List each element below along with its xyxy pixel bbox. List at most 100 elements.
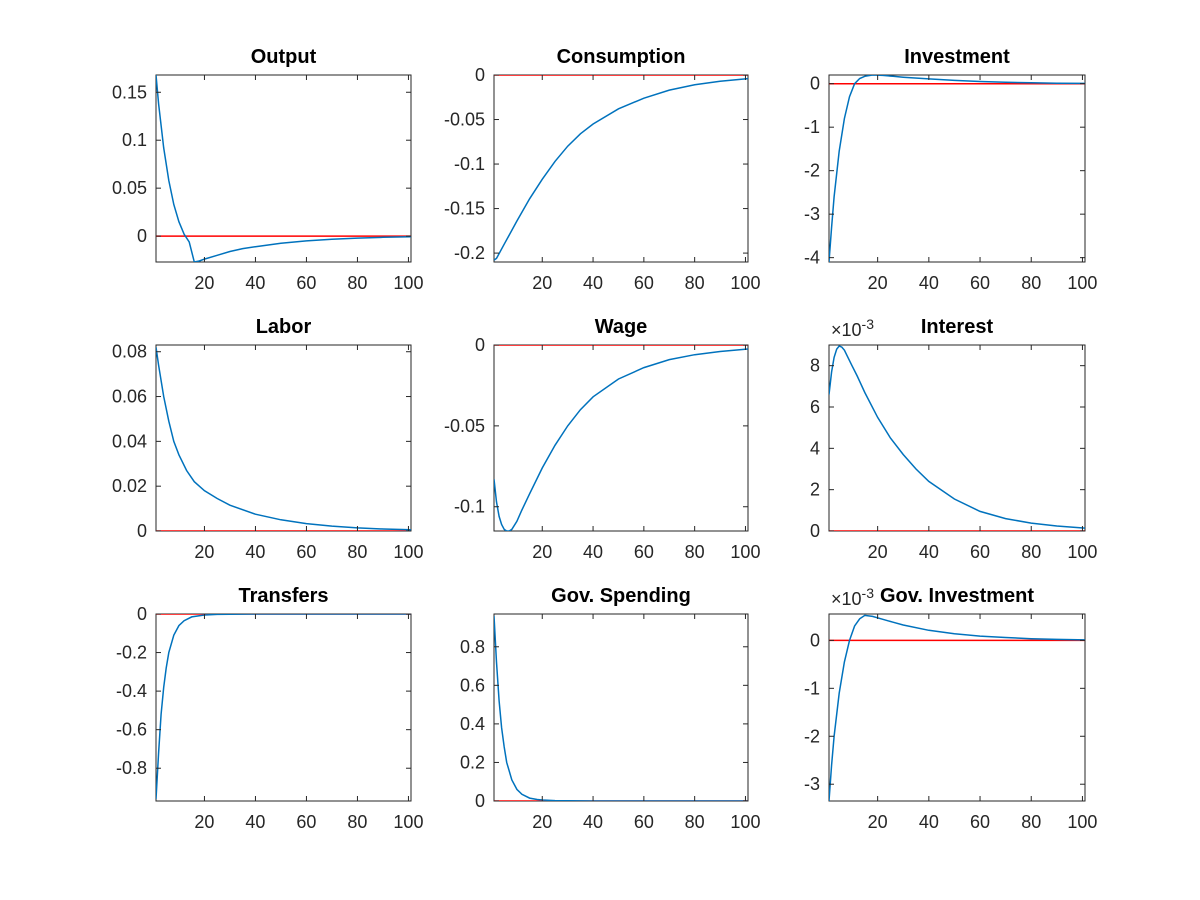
y-tick-label: 0.08 (112, 342, 147, 362)
y-tick-label: 0.4 (460, 714, 485, 734)
y-tick-label: 0 (137, 226, 147, 246)
y-tick-label: -0.15 (444, 199, 485, 219)
x-tick-label: 100 (393, 542, 423, 562)
y-tick-label: 8 (810, 356, 820, 376)
subplot-2: 20 40 60 80 100 -0.2 -0.15 -0.1 -0.05 0 Consumptio… (444, 46, 761, 293)
x-tick-label: 20 (868, 812, 888, 832)
axes-frame (155, 613, 412, 802)
x-tick-label: 100 (1067, 273, 1097, 293)
subplot-title: Gov. Investment (880, 585, 1034, 607)
axes-frame (493, 74, 749, 263)
y-tick-label: -3 (804, 204, 820, 224)
subplot-title: Gov. Spending (551, 585, 691, 607)
x-tick-label: 20 (194, 542, 214, 562)
x-tick-label: 60 (970, 542, 990, 562)
x-tick-label: 40 (919, 812, 939, 832)
plot-area (494, 345, 748, 531)
y-tick-label: 0.06 (112, 387, 147, 407)
y-tick-label: 0.6 (460, 675, 485, 695)
y-tick-label: 0 (810, 521, 820, 541)
y-tick-label: -0.4 (116, 681, 147, 701)
subplot-1: 20 40 60 80 100 0 0.05 0.1 0.15 Output (112, 46, 424, 293)
y-tick-label: -0.2 (116, 643, 147, 663)
axes-frame (828, 613, 1086, 802)
x-tick-label: 20 (868, 273, 888, 293)
x-tick-label: 80 (347, 273, 367, 293)
y-tick-label: 0.15 (112, 82, 147, 102)
subplot-6: 20 40 60 80 100 0 2 4 6 8 ×10-3 Interest (810, 316, 1097, 562)
y-tick-label: 0.8 (460, 637, 485, 657)
x-tick-label: 100 (393, 812, 423, 832)
subplot-title: Investment (904, 46, 1010, 68)
response-line (494, 615, 748, 801)
plot-area (156, 614, 411, 800)
subplot-5: 20 40 60 80 100 -0.1 -0.05 0 Wage (444, 316, 761, 562)
plot-area (494, 75, 748, 261)
response-line (494, 77, 748, 261)
y-tick-label: 4 (810, 438, 820, 458)
y-tick-label: 0 (475, 335, 485, 355)
y-tick-label: 0.05 (112, 178, 147, 198)
subplot-title: Consumption (557, 46, 686, 68)
x-tick-label: 60 (634, 542, 654, 562)
y-tick-label: 0 (137, 604, 147, 624)
y-tick-label: -0.6 (116, 720, 147, 740)
x-tick-label: 100 (730, 273, 760, 293)
x-tick-label: 80 (1021, 273, 1041, 293)
y-tick-label: 0 (810, 630, 820, 650)
y-tick-label: -0.2 (454, 243, 485, 263)
x-tick-label: 100 (730, 542, 760, 562)
y-tick-label: 0.1 (122, 130, 147, 150)
y-tick-label: -0.8 (116, 758, 147, 778)
x-tick-label: 40 (583, 542, 603, 562)
y-tick-label: 0 (475, 65, 485, 85)
axes-frame (493, 613, 749, 802)
response-line (156, 347, 411, 531)
y-tick-label: -2 (804, 726, 820, 746)
y-tick-label: -3 (804, 774, 820, 794)
x-tick-label: 60 (970, 812, 990, 832)
x-tick-label: 80 (347, 542, 367, 562)
y-tick-label: 0.04 (112, 431, 147, 451)
x-tick-label: 80 (347, 812, 367, 832)
y-tick-label: 6 (810, 397, 820, 417)
x-tick-label: 80 (685, 273, 705, 293)
x-tick-label: 20 (532, 273, 552, 293)
y-tick-label: -2 (804, 161, 820, 181)
y-tick-label: 0 (475, 791, 485, 811)
response-line (829, 345, 1085, 529)
x-tick-label: 60 (970, 273, 990, 293)
y-tick-label: -0.05 (444, 110, 485, 130)
y-tick-label: -0.1 (454, 497, 485, 517)
y-tick-label: 0.02 (112, 476, 147, 496)
plot-area (494, 615, 748, 801)
y-tick-label: -1 (804, 117, 820, 137)
y-tick-label: 0.2 (460, 752, 485, 772)
x-tick-label: 80 (685, 812, 705, 832)
axes-frame (155, 344, 412, 532)
y-exponent-label: ×10-3 (831, 585, 874, 609)
x-tick-label: 80 (685, 542, 705, 562)
y-tick-label: 0 (810, 74, 820, 94)
plot-area (156, 347, 411, 531)
plot-area (829, 345, 1085, 531)
subplot-title: Labor (256, 316, 312, 338)
axes-frame (828, 344, 1086, 532)
axes-frame (493, 344, 749, 532)
y-tick-label: -1 (804, 678, 820, 698)
subplot-title: Wage (595, 316, 648, 338)
x-tick-label: 20 (194, 273, 214, 293)
x-tick-label: 80 (1021, 812, 1041, 832)
subplot-title: Transfers (238, 585, 328, 607)
x-tick-label: 20 (532, 812, 552, 832)
x-tick-label: 20 (868, 542, 888, 562)
x-tick-label: 20 (532, 542, 552, 562)
subplot-3: 20 40 60 80 100 -4 -3 -2 -1 0 Investment (804, 46, 1097, 293)
response-line (156, 614, 411, 800)
x-tick-label: 80 (1021, 542, 1041, 562)
x-tick-label: 100 (393, 273, 423, 293)
subplot-4: 20 40 60 80 100 0 0.02 0.04 0.06 0.08 Labor (112, 316, 424, 562)
y-tick-label: 0 (137, 521, 147, 541)
x-tick-label: 40 (919, 273, 939, 293)
